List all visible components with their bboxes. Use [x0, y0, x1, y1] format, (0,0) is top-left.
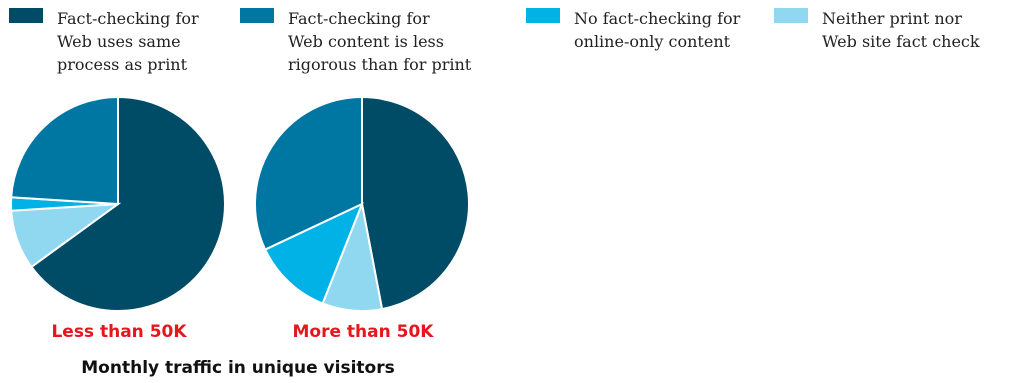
legend-swatch	[240, 8, 274, 23]
legend: Fact-checking for Web uses same process …	[0, 0, 1012, 80]
axis-title: Monthly traffic in unique visitors	[81, 358, 395, 378]
legend-label: Fact-checking for Web uses same process …	[57, 9, 199, 74]
pie-caption-less-than-50k: Less than 50K	[51, 322, 187, 342]
pie-slice	[10, 95, 119, 206]
legend-swatch	[526, 8, 560, 23]
legend-swatch	[9, 8, 43, 23]
pie-slice	[361, 95, 470, 311]
legend-label: No fact-checking for online-only content	[574, 9, 741, 51]
legend-swatch	[774, 8, 808, 23]
pie-slice	[254, 95, 363, 251]
legend-label: Fact-checking for Web content is less ri…	[288, 9, 472, 74]
pie-slice	[30, 95, 226, 312]
legend-label: Neither print nor Web site fact check	[822, 9, 980, 51]
pie-caption-more-than-50k: More than 50K	[292, 322, 434, 342]
pie-slice	[263, 202, 364, 305]
